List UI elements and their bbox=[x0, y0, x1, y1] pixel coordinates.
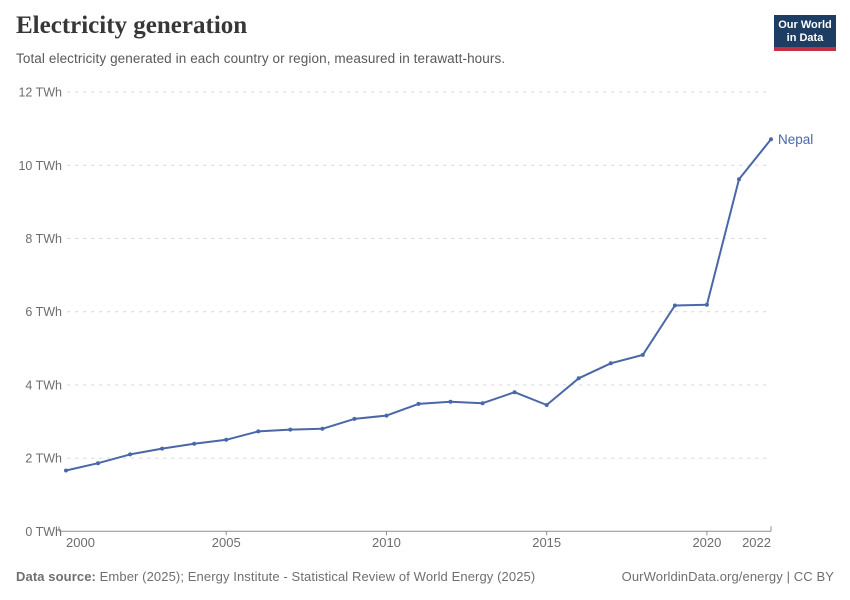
svg-text:2015: 2015 bbox=[532, 535, 561, 550]
x-axis bbox=[58, 526, 772, 536]
chart-footer: Data source: Ember (2025); Energy Instit… bbox=[16, 569, 834, 584]
owid-logo-line1: Our World bbox=[778, 19, 832, 31]
x-axis-labels: 2000 2005 2010 2015 2020 2022 bbox=[66, 535, 771, 550]
series-line-nepal[interactable] bbox=[65, 138, 772, 472]
y-gridlines bbox=[67, 91, 768, 459]
svg-text:2005: 2005 bbox=[212, 535, 241, 550]
y-axis-labels: 0 TWh 2 TWh 4 TWh 6 TWh 8 TWh 10 TWh 12 TWh bbox=[18, 86, 62, 539]
data-source-text: Ember (2025); Energy Institute - Statist… bbox=[95, 569, 536, 584]
svg-text:8 TWh: 8 TWh bbox=[25, 232, 62, 246]
svg-text:0 TWh: 0 TWh bbox=[25, 525, 62, 539]
svg-text:6 TWh: 6 TWh bbox=[25, 305, 62, 319]
chart-title: Electricity generation bbox=[16, 12, 248, 39]
svg-text:12 TWh: 12 TWh bbox=[18, 86, 62, 100]
entity-label[interactable]: Nepal bbox=[778, 132, 813, 147]
svg-text:10 TWh: 10 TWh bbox=[18, 159, 62, 173]
svg-text:2010: 2010 bbox=[372, 535, 401, 550]
data-source-note: Data source: Ember (2025); Energy Instit… bbox=[16, 569, 535, 584]
owid-license-link[interactable]: OurWorldinData.org/energy | CC BY bbox=[621, 569, 834, 584]
chart-subtitle: Total electricity generated in each coun… bbox=[16, 51, 506, 66]
svg-text:2020: 2020 bbox=[692, 535, 721, 550]
svg-text:4 TWh: 4 TWh bbox=[25, 378, 62, 392]
svg-text:2 TWh: 2 TWh bbox=[25, 452, 62, 466]
owid-logo-line2: in Data bbox=[786, 31, 824, 44]
svg-text:2022: 2022 bbox=[742, 535, 771, 550]
owid-logo[interactable]: Our World in Data bbox=[774, 15, 836, 51]
data-point-markers bbox=[64, 137, 773, 473]
data-source-label: Data source: bbox=[16, 569, 96, 584]
svg-text:2000: 2000 bbox=[66, 535, 95, 550]
